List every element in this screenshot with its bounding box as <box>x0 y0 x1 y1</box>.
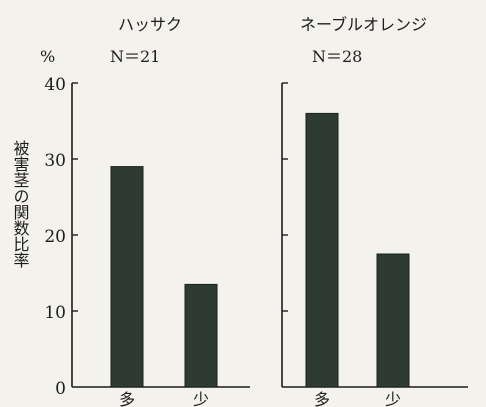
bar-0-1 <box>184 283 218 388</box>
y-unit-label: % <box>40 47 55 66</box>
y-tick-label-4: 40 <box>44 75 66 95</box>
x-category-label-0-1: 少 <box>193 390 209 407</box>
bar-1-0 <box>305 112 339 388</box>
panel-n-label-navel-orange: N＝28 <box>312 47 362 66</box>
bar-1-1 <box>376 253 410 388</box>
y-axis-label: 被害茎の関数比率 <box>11 140 30 268</box>
bar-0-0 <box>110 166 144 388</box>
panel-n-label-hassaku: N＝21 <box>110 47 160 66</box>
y-tick-label-1: 10 <box>44 303 66 323</box>
x-category-label-0-0: 多 <box>119 390 135 407</box>
y-tick-label-0: 0 <box>55 379 66 399</box>
x-category-label-1-0: 多 <box>314 390 330 407</box>
panel-title-hassaku: ハッサク <box>118 15 182 34</box>
y-tick-label-3: 30 <box>44 151 66 171</box>
x-category-label-1-1: 少 <box>385 390 401 407</box>
y-tick-label-2: 20 <box>44 227 66 247</box>
panel-title-navel-orange: ネーブルオレンジ <box>300 15 427 34</box>
